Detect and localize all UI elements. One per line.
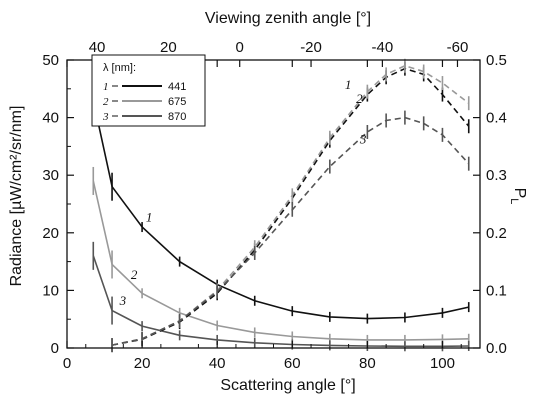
y-tick-label: 0 xyxy=(51,340,59,357)
top-tick-label: -60 xyxy=(447,39,469,56)
curve-label: 3 xyxy=(119,293,127,308)
y-axis-title: Radiance [µW/cm²/sr/nm] xyxy=(8,106,25,287)
legend-entry-label: 675 xyxy=(168,96,186,108)
y-tick-label: 30 xyxy=(42,167,59,184)
legend-entry-label: 441 xyxy=(168,81,186,93)
legend: λ [nm]: 1 441 2 675 3 870 xyxy=(91,54,206,127)
x-tick-label: 100 xyxy=(430,355,455,372)
series-line xyxy=(92,100,469,320)
y2-tick-label: 0.2 xyxy=(486,225,507,242)
series-left-441: 1 xyxy=(92,86,470,324)
legend-entry-number: 2 xyxy=(103,96,109,108)
y-tick-label: 40 xyxy=(42,110,59,127)
y-tick-label: 20 xyxy=(42,225,59,242)
top-tick-label: -20 xyxy=(300,39,322,56)
legend-entry-label: 870 xyxy=(168,111,186,123)
curve-label: 1 xyxy=(146,209,153,224)
x-tick-label: 80 xyxy=(359,355,376,372)
legend-box xyxy=(91,54,206,127)
series-line xyxy=(92,180,469,341)
y-tick-label: 50 xyxy=(42,52,59,69)
top-axis-title: Viewing zenith angle [°] xyxy=(205,10,371,27)
right-axis-title-main: P xyxy=(511,188,528,199)
top-tick-label: 40 xyxy=(89,39,106,56)
top-tick-label: -40 xyxy=(372,39,394,56)
right-axis-title: PL xyxy=(508,188,528,205)
svg-text:PL: PL xyxy=(508,188,528,205)
y2-tick-label: 0.0 xyxy=(486,340,507,357)
x-tick-label: 40 xyxy=(209,355,226,372)
curve-label: 3 xyxy=(359,132,367,147)
x-axis-title: Scattering angle [°] xyxy=(220,377,355,394)
y2-tick-label: 0.1 xyxy=(486,282,507,299)
top-tick-label: 20 xyxy=(160,39,177,56)
x-tick-label: 0 xyxy=(63,355,71,372)
y-tick-label: 10 xyxy=(42,282,59,299)
top-tick-label: 0 xyxy=(236,39,244,56)
y2-tick-label: 0.5 xyxy=(486,52,507,69)
x-tick-label: 60 xyxy=(284,355,301,372)
legend-title: λ [nm]: xyxy=(103,62,136,74)
curve-label: 2 xyxy=(131,267,138,282)
series-line xyxy=(92,255,469,348)
y2-tick-label: 0.4 xyxy=(486,110,507,127)
legend-entry-number: 1 xyxy=(103,81,109,93)
right-axis-title-sub: L xyxy=(508,198,520,204)
curve-label: 2 xyxy=(356,91,363,106)
x-tick-label: 20 xyxy=(134,355,151,372)
curve-label: 1 xyxy=(345,77,352,92)
series-left-675: 2 xyxy=(92,166,470,345)
legend-entry-number: 3 xyxy=(102,111,109,123)
y2-tick-label: 0.3 xyxy=(486,167,507,184)
